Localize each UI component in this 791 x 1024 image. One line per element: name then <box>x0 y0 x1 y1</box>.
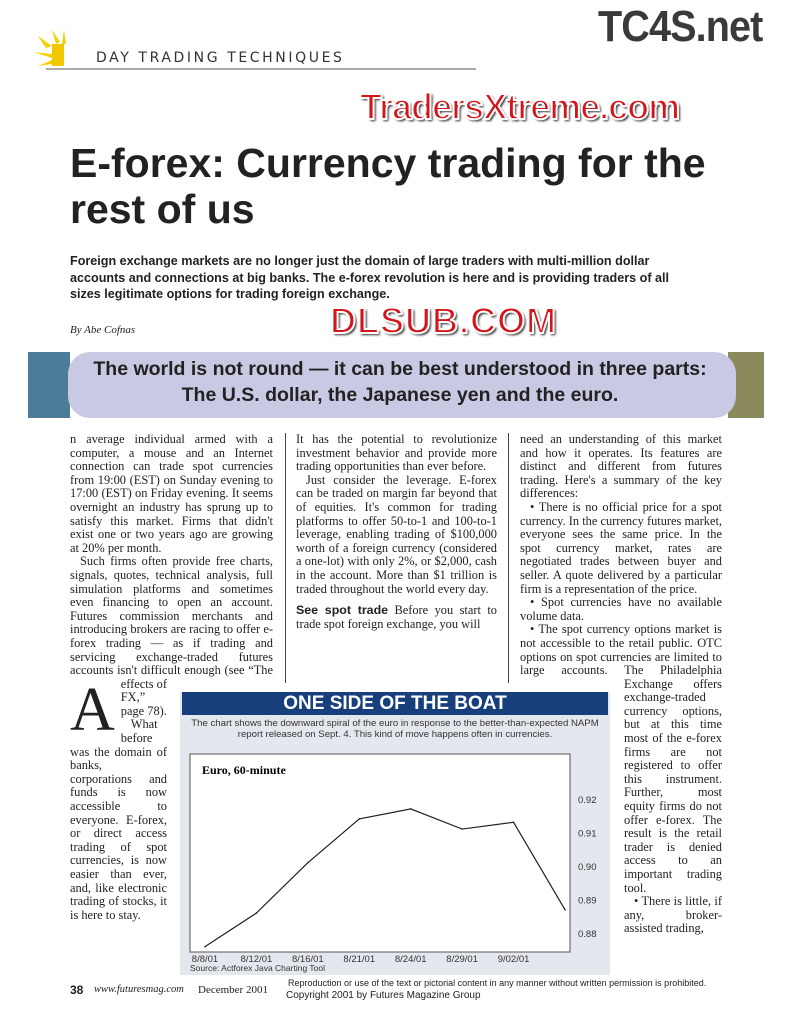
sunburst-icon <box>34 30 66 66</box>
plot-frame <box>189 753 571 953</box>
drop-cap: A <box>70 676 115 744</box>
paragraph: What before was the domain of banks, cor… <box>70 717 167 922</box>
paragraph: • The spot currency options market is no… <box>520 622 722 895</box>
y-tick-label: 0.89 <box>578 896 597 907</box>
paragraph-text: are limited to large accounts. The Phila… <box>520 649 722 895</box>
data-point <box>204 945 206 948</box>
x-tick-label: 8/29/01 <box>446 954 478 965</box>
footer-date: December 2001 <box>198 984 268 996</box>
footer-url: www.futuresmag.com <box>94 984 184 995</box>
chart-caption: The chart shows the downward spiral of t… <box>191 718 599 740</box>
page-number: 38 <box>70 983 84 997</box>
column-divider <box>508 433 509 683</box>
paragraph: It has the potential to revolutionize in… <box>296 432 497 474</box>
column-2: It has the potential to revolutionize in… <box>296 432 497 631</box>
x-tick-label: 8/12/01 <box>241 954 273 965</box>
pull-quote-band <box>68 352 736 418</box>
y-tick-label: 0.90 <box>578 862 597 873</box>
subhead: See spot trade <box>296 603 389 618</box>
chart-sidebar: ONE SIDE OF THE BOAT The chart shows the… <box>180 692 610 975</box>
paragraph: need an understanding of this market and… <box>520 432 722 501</box>
paragraph: • There is little, if any, broker-assist… <box>624 894 722 936</box>
data-point <box>409 808 412 810</box>
data-point <box>461 828 463 830</box>
y-tick-label: 0.88 <box>578 929 597 940</box>
data-point <box>512 821 515 824</box>
x-tick-label: 8/8/01 <box>192 954 218 965</box>
paragraph-text: trading — as if trading and servicing ex… <box>70 635 273 718</box>
data-point <box>255 912 258 914</box>
chart-heading: ONE SIDE OF THE BOAT <box>182 692 608 715</box>
paragraph-text: Before you start to trade spot foreign e… <box>296 603 497 631</box>
copyright: Copyright 2001 by Futures Magazine Group <box>286 990 481 1001</box>
x-tick-label: 9/02/01 <box>498 954 530 965</box>
chart-label: Euro, 60-minute <box>202 763 286 777</box>
data-point <box>358 818 361 820</box>
column-divider <box>285 433 286 683</box>
paragraph: • Spot currencies have no available volu… <box>520 595 722 623</box>
price-chart: Euro, 60-minute 0.92 0.91 0.90 0.89 0.88 8/8/… <box>189 753 597 973</box>
watermark-tradersxtreme: TradersXtreme.com <box>359 85 681 128</box>
reproduction-notice: Reproduction or use of the text or picto… <box>288 978 707 988</box>
watermark-logo: TC4S.net <box>598 2 763 51</box>
x-tick-label: 8/16/01 <box>292 954 324 965</box>
article-deck: Foreign exchange markets are no longer j… <box>70 254 670 301</box>
article-title: E-forex: Currency trading for the rest o… <box>70 140 706 232</box>
watermark-dlsub: DLSUB.COM <box>329 299 557 342</box>
data-point <box>307 861 309 864</box>
column-1: A n average individual armed with a comp… <box>70 432 273 979</box>
paragraph-text: • The spot currency options market is no… <box>520 622 722 664</box>
y-tick-label: 0.92 <box>578 795 597 806</box>
paragraph-text: Such firms often provide free charts, si… <box>70 554 273 650</box>
header-rule <box>46 68 476 70</box>
column-3: need an understanding of this market and… <box>520 432 722 979</box>
byline: By Abe Cofnas <box>70 324 136 336</box>
chart-source: Source: Actforex Java Charting Tool <box>190 963 325 973</box>
paragraph: n average individual armed with a comput… <box>70 432 273 555</box>
paragraph: • There is no official price for a spot … <box>520 499 722 596</box>
pull-quote-accent-left <box>28 352 70 418</box>
x-tick-label: 8/21/01 <box>343 954 375 965</box>
x-tick-label: 8/24/01 <box>395 954 427 965</box>
paragraph: Just consider the leverage. E-forex can … <box>296 472 497 596</box>
paragraph: See spot trade Before you start to trade… <box>296 603 497 631</box>
y-tick-label: 0.91 <box>578 828 597 839</box>
section-label: DAY TRADING TECHNIQUES <box>96 50 345 66</box>
pull-quote: The world is not round — it can be best … <box>93 358 707 406</box>
paragraph: Such firms often provide free charts, si… <box>70 555 273 718</box>
data-point <box>564 908 566 911</box>
price-line <box>204 808 566 948</box>
